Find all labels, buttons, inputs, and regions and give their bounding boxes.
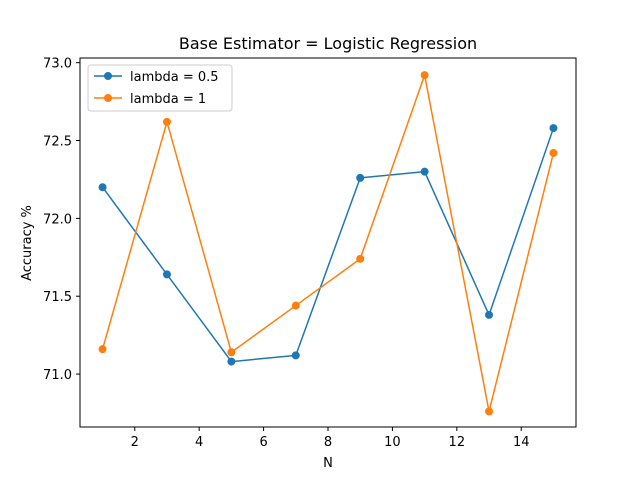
series-1-point [356,173,365,182]
series-1-point [549,124,558,133]
y-tick-label: 71.5 [43,290,72,305]
series-2-point [549,148,558,157]
x-tick-label: 8 [324,435,332,450]
series-2-point [291,301,300,310]
legend-box [87,64,233,112]
series-2-point [485,407,494,416]
y-axis-label: Accuracy % [20,205,35,281]
series-2-point [356,254,365,263]
chart-title: Base Estimator = Logistic Regression [179,34,477,53]
plot-area: 2 4 6 8 10 12 14 71.0 71.5 72.0 72.5 73.0 lambda = 0… [43,57,577,450]
legend-label-2: lambda = 1 [130,92,206,107]
series-1-point [162,270,171,279]
series-1-point [485,310,494,319]
x-tick-label: 2 [131,435,139,450]
series-2-point [98,345,107,354]
x-tick-label: 10 [384,435,401,450]
x-tick-label: 14 [513,435,530,450]
legend-marker-2 [104,94,112,102]
x-tick-label: 12 [449,435,466,450]
y-tick-label: 72.5 [43,135,72,150]
y-tick-label: 73.0 [43,57,72,72]
x-tick-label: 6 [259,435,267,450]
series-1-point [227,357,236,366]
series-2-point [420,71,429,80]
x-axis-label: N [323,456,333,471]
x-tick-label: 4 [195,435,203,450]
y-tick-label: 71.0 [43,368,72,383]
series-2-point [227,348,236,357]
series-1-point [291,351,300,360]
series-1-point [98,183,107,192]
legend-marker-1 [104,72,112,80]
series-1-point [420,167,429,176]
series-line-1 [101,127,555,363]
y-tick-label: 72.0 [43,212,72,227]
axes-frame [79,57,577,428]
series-line-2 [101,74,555,413]
legend-label-1: lambda = 0.5 [130,70,219,85]
series-2-point [162,117,171,126]
